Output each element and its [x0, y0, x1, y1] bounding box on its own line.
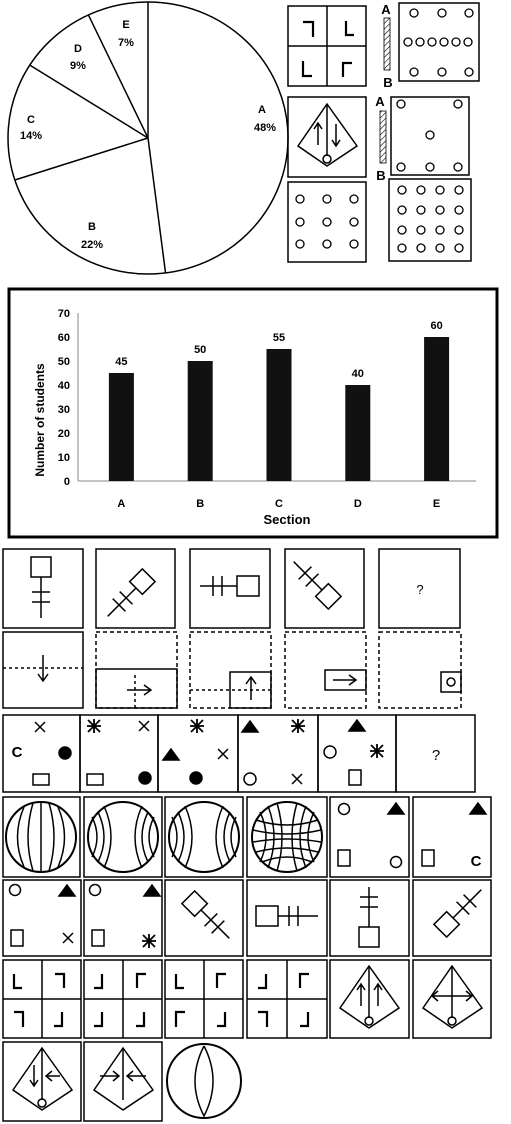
pie-boundary-b [147, 137, 167, 274]
pie-value-c: 14% [20, 130, 42, 142]
pie-value-b: 22% [81, 239, 103, 251]
pie-chart: A 48% B 22% C 14% D 9% E 7% [7, 1, 289, 275]
pie-label-e: E [122, 19, 129, 31]
bar-marks [108, 337, 450, 481]
mirror-label-a: A [381, 2, 391, 17]
dots-grid-3x3 [287, 181, 367, 263]
mirror-figure-2: A B [375, 94, 470, 183]
x-tick-label: B [196, 498, 204, 510]
answer-row-7 [2, 1041, 242, 1122]
y-tick-label: 30 [58, 404, 70, 416]
bar-d [345, 385, 371, 481]
corner-letter-c: C [471, 853, 482, 870]
y-tick-label: 20 [58, 428, 70, 440]
dots-grid-4x4 [388, 178, 472, 262]
bar-chart: 0 10 20 30 40 50 60 70 45 50 55 40 60 A B C D E Section… [7, 287, 499, 539]
option-letter-c: C [12, 744, 23, 761]
bar-e [424, 337, 450, 481]
pie-value-e: 7% [118, 37, 134, 49]
bar-value-label: 45 [115, 356, 127, 368]
y-tick-label: 10 [58, 452, 70, 464]
y-tick-label: 60 [58, 332, 70, 344]
y-tick-label: 50 [58, 356, 70, 368]
pie-value-d: 9% [70, 60, 86, 72]
bar-value-label: 60 [430, 320, 442, 332]
x-tick-labels: A B C D E [117, 498, 440, 510]
mirror-figure-1: A B [381, 2, 480, 90]
pie-slice-lines [14, 2, 167, 274]
pattern-question-mark: ? [432, 747, 440, 764]
y-tick-label: 40 [58, 380, 70, 392]
answer-row-5 [2, 879, 492, 957]
bar-value-label: 55 [273, 332, 285, 344]
y-axis-title: Number of students [33, 363, 47, 477]
y-tick-label: 70 [58, 308, 70, 320]
answer-row-4 [2, 796, 492, 878]
mirror-label-a-2: A [375, 94, 385, 109]
bar-value-label: 50 [194, 344, 206, 356]
bar-c [266, 349, 292, 481]
pie-value-a: 48% [254, 122, 276, 134]
bar-b [187, 361, 213, 481]
y-tick-label: 0 [64, 476, 70, 488]
paper-folding-row [2, 631, 462, 709]
pie-label-a: A [258, 104, 266, 116]
quad-hooks-figure [287, 5, 367, 87]
series-row [2, 548, 461, 629]
bar-a [108, 373, 134, 481]
pie-label-b: B [88, 221, 96, 233]
pie-label-c: C [27, 114, 35, 126]
pyramid-arrows-figure [287, 96, 367, 178]
mirror-label-b-2: B [376, 168, 385, 183]
x-axis-title: Section [264, 512, 311, 527]
symbol-series-row [2, 714, 476, 793]
pie-label-d: D [74, 43, 82, 55]
series-question-mark: ? [416, 582, 423, 597]
mirror-label-b: B [383, 75, 392, 90]
answer-row-6 [2, 959, 492, 1039]
x-tick-label: A [117, 498, 125, 510]
pie-boundary-c [14, 137, 149, 181]
x-tick-label: C [275, 498, 283, 510]
bar-value-label: 40 [352, 368, 364, 380]
y-tick-labels: 0 10 20 30 40 50 60 70 [58, 308, 70, 488]
x-tick-label: E [433, 498, 440, 510]
pie-boundary-e [87, 14, 149, 139]
x-tick-label: D [354, 498, 362, 510]
bar-value-labels: 45 50 55 40 60 [115, 320, 442, 380]
pie-boundary-d [29, 64, 149, 139]
